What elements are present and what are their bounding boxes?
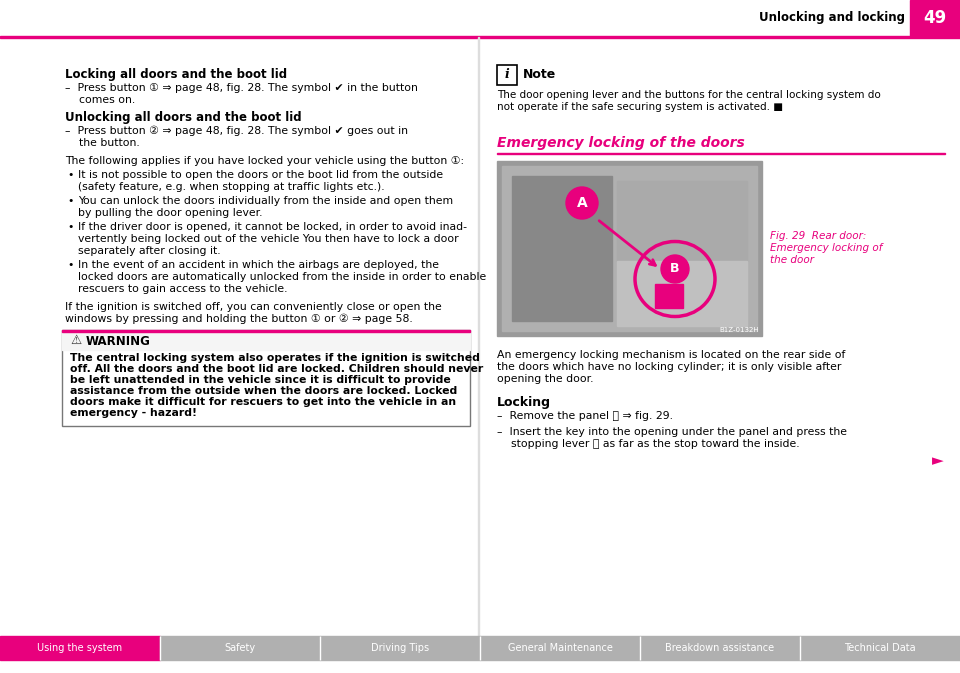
Text: Locking: Locking bbox=[497, 396, 551, 409]
Text: WARNING: WARNING bbox=[86, 335, 151, 348]
Text: Unlocking all doors and the boot lid: Unlocking all doors and the boot lid bbox=[65, 111, 301, 124]
Bar bbox=[160, 636, 320, 660]
Text: •: • bbox=[67, 196, 73, 206]
Text: emergency - hazard!: emergency - hazard! bbox=[70, 408, 197, 418]
Text: If the driver door is opened, it cannot be locked, in order to avoid inad-: If the driver door is opened, it cannot … bbox=[78, 222, 467, 232]
Text: i: i bbox=[505, 69, 510, 81]
Bar bbox=[640, 636, 800, 660]
Bar bbox=[617, 181, 747, 261]
Text: comes on.: comes on. bbox=[65, 95, 135, 105]
Bar bbox=[62, 330, 470, 350]
Text: ►: ► bbox=[932, 453, 944, 468]
Text: Emergency locking of the doors: Emergency locking of the doors bbox=[497, 136, 745, 150]
Text: assistance from the outside when the doors are locked. Locked: assistance from the outside when the doo… bbox=[70, 386, 457, 396]
Text: •: • bbox=[67, 260, 73, 270]
Text: Unlocking and locking: Unlocking and locking bbox=[759, 11, 905, 24]
Text: Using the system: Using the system bbox=[37, 643, 123, 653]
Text: –  Insert the key into the opening under the panel and press the: – Insert the key into the opening under … bbox=[497, 427, 847, 437]
Bar bbox=[497, 153, 945, 154]
Text: –  Press button ① ⇒ page 48, fig. 28. The symbol ✔ in the button: – Press button ① ⇒ page 48, fig. 28. The… bbox=[65, 83, 418, 93]
Text: You can unlock the doors individually from the inside and open them: You can unlock the doors individually fr… bbox=[78, 196, 453, 206]
Text: the doors which have no locking cylinder; it is only visible after: the doors which have no locking cylinder… bbox=[497, 362, 841, 372]
FancyBboxPatch shape bbox=[62, 330, 470, 426]
Text: the door: the door bbox=[770, 255, 814, 265]
Text: stopping lever Ⓑ as far as the stop toward the inside.: stopping lever Ⓑ as far as the stop towa… bbox=[497, 439, 800, 449]
Text: separately after closing it.: separately after closing it. bbox=[78, 246, 221, 256]
Bar bbox=[0, 36, 960, 38]
Text: The central locking system also operates if the ignition is switched: The central locking system also operates… bbox=[70, 353, 480, 363]
Text: rescuers to gain access to the vehicle.: rescuers to gain access to the vehicle. bbox=[78, 284, 287, 294]
Bar bbox=[478, 37, 479, 637]
Text: vertently being locked out of the vehicle You then have to lock a door: vertently being locked out of the vehicl… bbox=[78, 234, 459, 244]
Text: windows by pressing and holding the button ① or ② ⇒ page 58.: windows by pressing and holding the butt… bbox=[65, 314, 413, 324]
Bar bbox=[502, 166, 757, 331]
Bar bbox=[655, 284, 683, 308]
Text: Fig. 29  Rear door:: Fig. 29 Rear door: bbox=[770, 231, 866, 241]
Text: A: A bbox=[577, 196, 588, 210]
Text: –  Remove the panel Ⓐ ⇒ fig. 29.: – Remove the panel Ⓐ ⇒ fig. 29. bbox=[497, 411, 673, 421]
Bar bbox=[62, 330, 470, 332]
Bar bbox=[617, 261, 747, 326]
Text: –  Press button ② ⇒ page 48, fig. 28. The symbol ✔ goes out in: – Press button ② ⇒ page 48, fig. 28. The… bbox=[65, 126, 408, 137]
Text: •: • bbox=[67, 170, 73, 180]
Text: doors make it difficult for rescuers to get into the vehicle in an: doors make it difficult for rescuers to … bbox=[70, 397, 456, 407]
Bar bbox=[910, 0, 960, 36]
Text: off. All the doors and the boot lid are locked. Children should never: off. All the doors and the boot lid are … bbox=[70, 364, 483, 374]
Text: Note: Note bbox=[523, 68, 556, 81]
Text: 49: 49 bbox=[924, 9, 947, 27]
Text: Emergency locking of: Emergency locking of bbox=[770, 243, 882, 253]
Bar bbox=[800, 636, 960, 660]
Text: B1Z-0132H: B1Z-0132H bbox=[719, 327, 759, 333]
Text: by pulling the door opening lever.: by pulling the door opening lever. bbox=[78, 208, 262, 218]
Text: The door opening lever and the buttons for the central locking system do: The door opening lever and the buttons f… bbox=[497, 90, 880, 100]
Bar bbox=[0, 636, 160, 660]
Text: B: B bbox=[670, 262, 680, 275]
Text: be left unattended in the vehicle since it is difficult to provide: be left unattended in the vehicle since … bbox=[70, 375, 451, 385]
Text: opening the door.: opening the door. bbox=[497, 374, 593, 384]
Text: locked doors are automatically unlocked from the inside in order to enable: locked doors are automatically unlocked … bbox=[78, 272, 487, 282]
Text: the button.: the button. bbox=[65, 138, 140, 148]
Text: Locking all doors and the boot lid: Locking all doors and the boot lid bbox=[65, 68, 287, 81]
Bar bbox=[320, 636, 480, 660]
Text: •: • bbox=[67, 222, 73, 232]
Circle shape bbox=[566, 187, 598, 219]
Text: (safety feature, e.g. when stopping at traffic lights etc.).: (safety feature, e.g. when stopping at t… bbox=[78, 182, 385, 192]
Bar bbox=[497, 161, 762, 336]
Text: It is not possible to open the doors or the boot lid from the outside: It is not possible to open the doors or … bbox=[78, 170, 444, 180]
Bar bbox=[497, 65, 517, 85]
Circle shape bbox=[661, 255, 689, 283]
Text: If the ignition is switched off, you can conveniently close or open the: If the ignition is switched off, you can… bbox=[65, 302, 442, 312]
Text: Technical Data: Technical Data bbox=[844, 643, 916, 653]
Text: not operate if the safe securing system is activated. ■: not operate if the safe securing system … bbox=[497, 102, 783, 112]
Bar bbox=[512, 176, 612, 321]
Bar bbox=[480, 636, 640, 660]
Text: General Maintenance: General Maintenance bbox=[508, 643, 612, 653]
Text: ⚠: ⚠ bbox=[70, 334, 82, 347]
Text: Safety: Safety bbox=[225, 643, 255, 653]
Text: The following applies if you have locked your vehicle using the button ①:: The following applies if you have locked… bbox=[65, 156, 464, 166]
Text: Breakdown assistance: Breakdown assistance bbox=[665, 643, 775, 653]
Text: Driving Tips: Driving Tips bbox=[371, 643, 429, 653]
Text: An emergency locking mechanism is located on the rear side of: An emergency locking mechanism is locate… bbox=[497, 350, 846, 360]
Text: In the event of an accident in which the airbags are deployed, the: In the event of an accident in which the… bbox=[78, 260, 439, 270]
